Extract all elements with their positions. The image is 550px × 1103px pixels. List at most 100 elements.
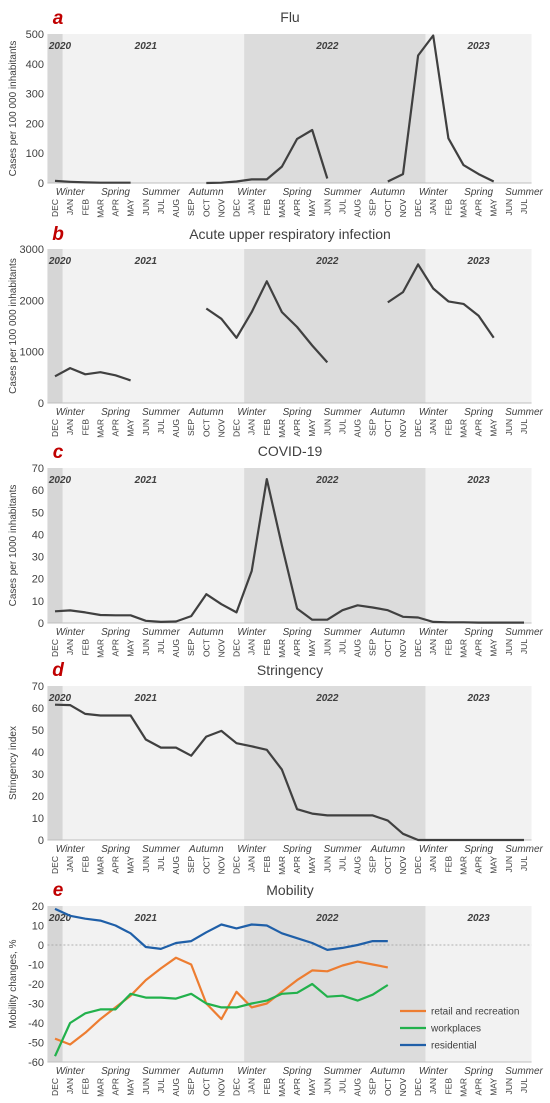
season-label: Spring: [283, 627, 312, 638]
chart-title: Mobility: [266, 882, 313, 898]
x-tick-label: DEC: [232, 199, 242, 217]
x-tick-label: AUG: [171, 856, 181, 874]
season-label: Winter: [419, 1066, 448, 1077]
season-label: Summer: [505, 187, 543, 198]
x-tick-label: JUL: [519, 639, 529, 654]
period-band: [47, 906, 63, 1062]
season-label: Winter: [56, 187, 85, 198]
x-tick-label: AUG: [353, 1078, 363, 1096]
x-tick-label: SEP: [368, 419, 378, 436]
x-tick-label: AUG: [171, 199, 181, 217]
x-tick-label: NOV: [216, 199, 226, 218]
x-tick-label: MAY: [489, 199, 499, 217]
x-tick-label: NOV: [216, 639, 226, 658]
year-label: 2021: [134, 41, 158, 52]
chart-panel-b: b Acute upper respiratory infection Cases …: [8, 224, 544, 438]
season-label: Summer: [505, 1066, 543, 1077]
x-tick-label: JUN: [141, 639, 151, 656]
x-tick-label: APR: [111, 1078, 121, 1095]
x-tick-label: OCT: [383, 1078, 393, 1096]
x-tick-label: MAR: [458, 199, 468, 218]
y-tick-label: -30: [28, 999, 44, 1011]
year-label: 2023: [466, 256, 490, 267]
x-tick-label: OCT: [383, 199, 393, 217]
chart-title: Flu: [280, 9, 299, 25]
y-tick-label: 60: [32, 703, 44, 715]
season-label: Summer: [324, 187, 362, 198]
chart-title: COVID-19: [258, 443, 323, 459]
x-tick-label: JUN: [322, 856, 332, 873]
year-label: 2021: [134, 913, 158, 924]
season-label: Summer: [142, 407, 180, 418]
x-tick-label: MAR: [458, 639, 468, 658]
x-tick-label: DEC: [232, 419, 242, 437]
y-tick-label: 70: [32, 681, 44, 693]
season-label: Winter: [237, 1066, 266, 1077]
x-tick-label: NOV: [398, 199, 408, 218]
period-band: [244, 686, 426, 840]
x-tick-label: AUG: [353, 856, 363, 874]
period-band: [62, 468, 245, 623]
x-tick-label: DEC: [50, 419, 60, 437]
x-tick-label: MAY: [126, 199, 136, 217]
x-tick-label: MAY: [307, 639, 317, 657]
period-band: [47, 468, 63, 623]
period-band: [47, 249, 63, 403]
x-tick-label: JAN: [247, 639, 257, 655]
x-tick-label: JAN: [65, 1078, 75, 1094]
x-tick-label: MAY: [126, 856, 136, 874]
season-label: Spring: [464, 1066, 493, 1077]
x-tick-label: NOV: [398, 1078, 408, 1097]
x-tick-label: MAR: [95, 639, 105, 658]
chart-panel-c: c COVID-19 Cases per 1000 inhabitants 0 10 20…: [8, 442, 544, 658]
x-tick-label: JAN: [428, 856, 438, 872]
year-label: 2022: [315, 41, 339, 52]
y-tick-label: -50: [28, 1038, 44, 1050]
x-tick-label: MAR: [458, 856, 468, 875]
y-tick-label: 10: [32, 921, 44, 933]
x-tick-label: JUL: [337, 1078, 347, 1093]
x-tick-label: JUL: [519, 1078, 529, 1093]
season-label: Summer: [142, 627, 180, 638]
x-tick-label: NOV: [398, 419, 408, 438]
x-tick-label: FEB: [80, 1078, 90, 1095]
x-tick-label: JAN: [247, 1078, 257, 1094]
season-label: Spring: [283, 844, 312, 855]
y-tick-label: 0: [38, 618, 44, 630]
period-band: [425, 906, 532, 1062]
season-label: Winter: [56, 627, 85, 638]
season-label: Winter: [56, 407, 85, 418]
year-label: 2020: [48, 475, 72, 486]
season-label: Summer: [324, 844, 362, 855]
season-label: Spring: [464, 187, 493, 198]
year-label: 2022: [315, 475, 339, 486]
x-tick-label: DEC: [413, 856, 423, 874]
x-tick-label: MAY: [307, 419, 317, 437]
x-tick-label: APR: [111, 856, 121, 873]
period-band: [47, 34, 63, 183]
x-tick-label: DEC: [50, 1078, 60, 1096]
x-tick-label: DEC: [232, 856, 242, 874]
y-tick-label: 70: [32, 463, 44, 475]
x-tick-label: SEP: [186, 856, 196, 873]
x-tick-label: APR: [474, 856, 484, 873]
y-tick-label: 50: [32, 725, 44, 737]
season-label: Winter: [419, 407, 448, 418]
season-label: Autumn: [188, 187, 224, 198]
panel-letter: e: [53, 880, 64, 901]
year-label: 2020: [48, 41, 72, 52]
year-label: 2023: [466, 475, 490, 486]
x-tick-label: FEB: [443, 199, 453, 216]
x-tick-label: AUG: [171, 419, 181, 437]
x-tick-label: MAR: [95, 856, 105, 875]
season-label: Spring: [101, 844, 130, 855]
x-tick-label: JAN: [65, 856, 75, 872]
y-tick-label: -10: [28, 960, 44, 972]
x-tick-label: OCT: [201, 419, 211, 437]
panel-letter: c: [53, 442, 64, 463]
x-tick-label: FEB: [443, 856, 453, 873]
x-tick-label: NOV: [216, 1078, 226, 1097]
x-tick-label: JUL: [156, 856, 166, 871]
x-tick-label: DEC: [50, 639, 60, 657]
x-tick-label: AUG: [353, 639, 363, 657]
